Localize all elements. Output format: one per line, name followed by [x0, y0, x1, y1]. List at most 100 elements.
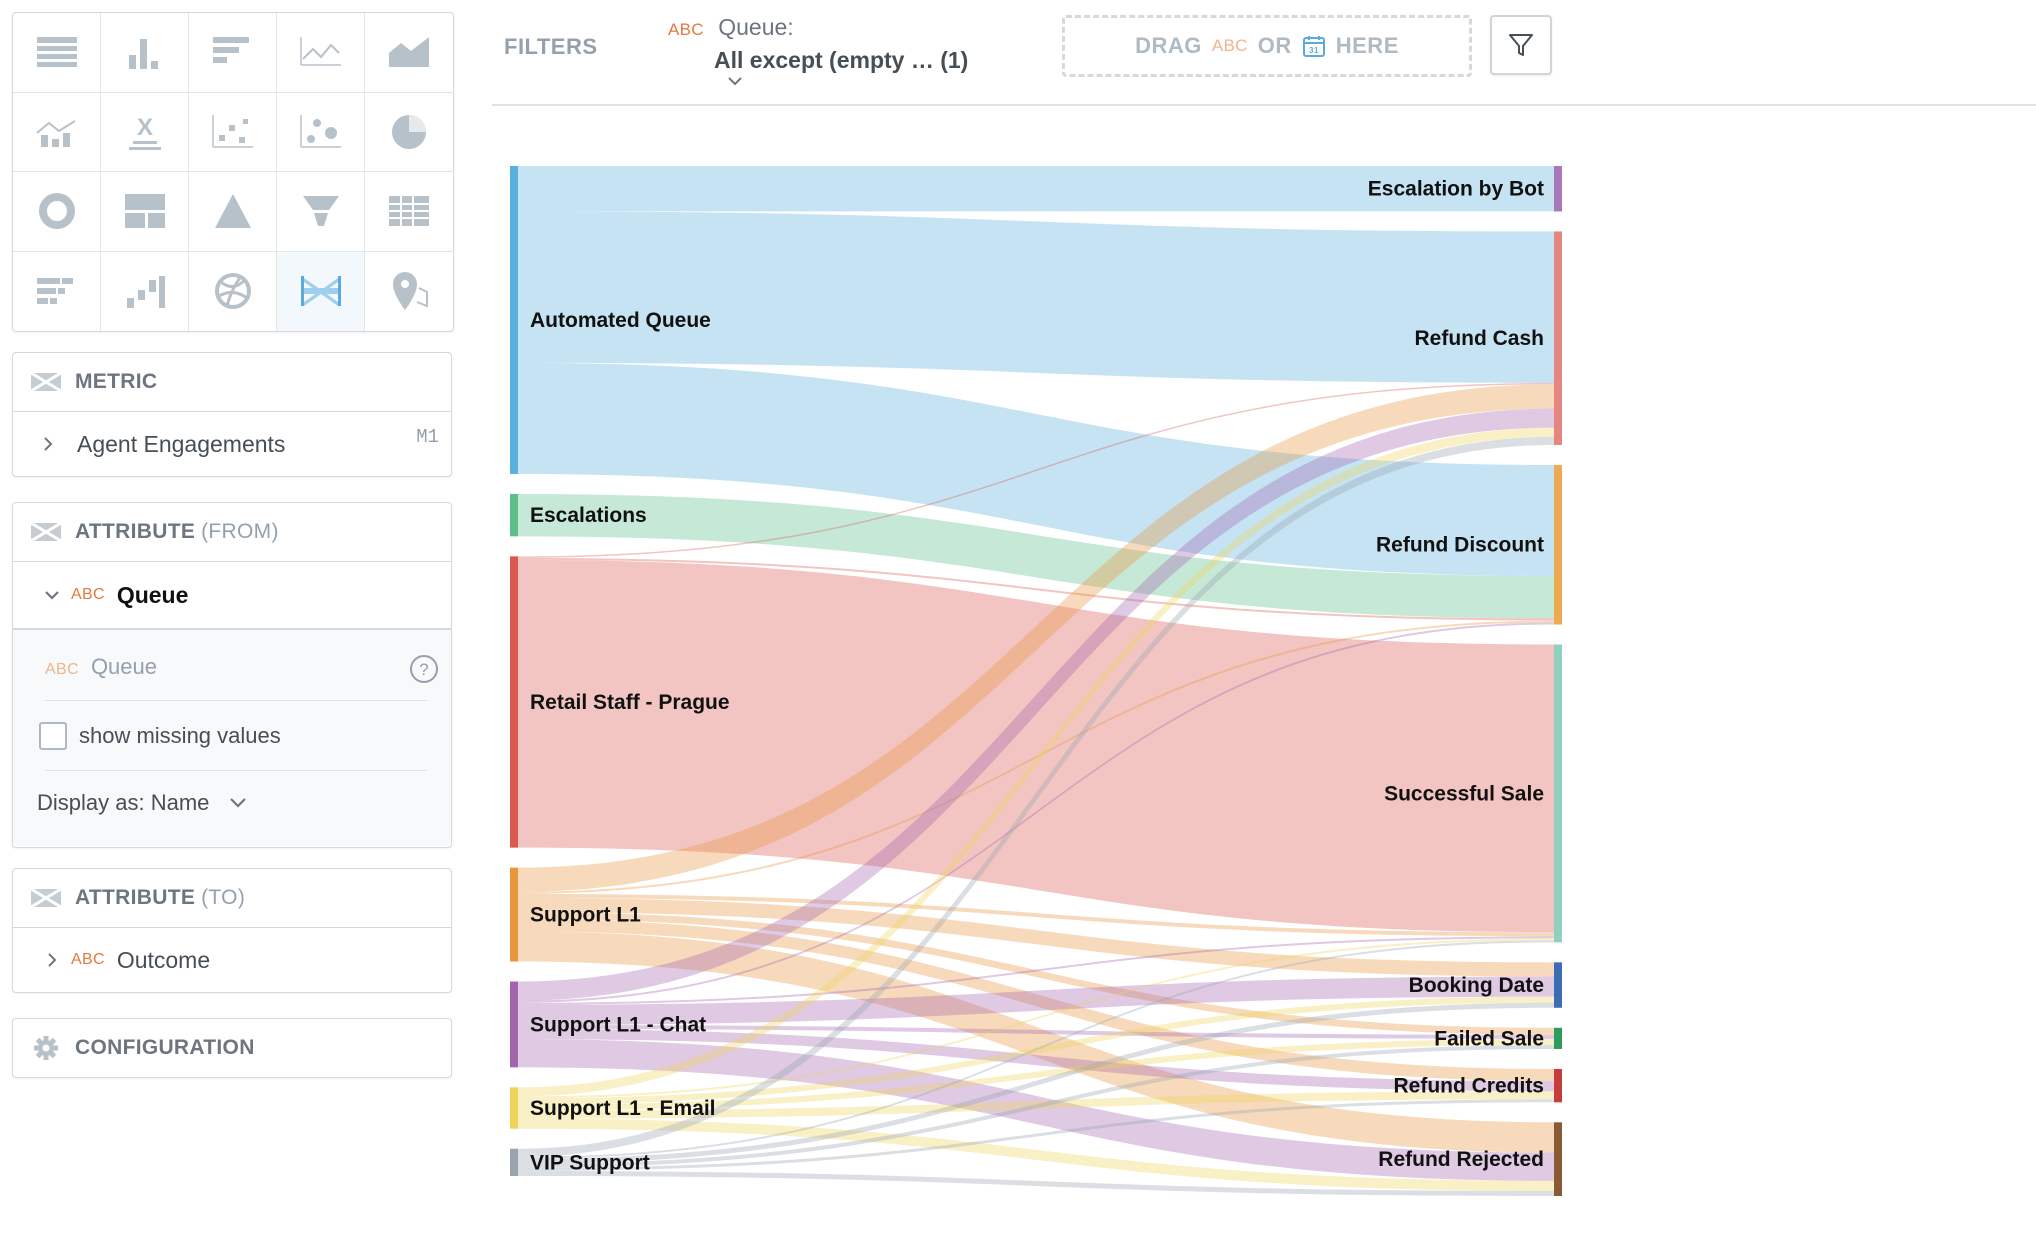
viz-type-dependency-wheel[interactable] — [189, 251, 277, 331]
sankey-link-retail-staff-prague-to-refund-cash[interactable] — [518, 382, 1554, 558]
sankey-link-support-l1-to-successful-sale[interactable] — [518, 893, 1554, 937]
sankey-link-vip-support-to-successful-sale[interactable] — [518, 940, 1554, 1159]
viz-type-treemap[interactable] — [101, 172, 189, 252]
viz-type-sankey-chart[interactable] — [277, 251, 365, 331]
sankey-link-vip-support-to-failed-sale[interactable] — [518, 1044, 1554, 1168]
display-as-dropdown[interactable]: Display as: Name — [37, 790, 249, 816]
attribute-to-section: ATTRIBUTE (TO) ABC Outcome — [12, 868, 452, 993]
sankey-link-support-l1-to-booking-date[interactable] — [518, 897, 1554, 977]
sankey-link-support-l1-chat-to-refund-discount[interactable] — [518, 622, 1554, 1003]
help-icon[interactable]: ? — [409, 654, 439, 684]
viz-type-heatmap[interactable] — [365, 172, 453, 252]
sankey-label-escalations: Escalations — [530, 504, 647, 527]
viz-type-pie-chart[interactable] — [365, 93, 453, 172]
sankey-link-support-l1-chat-to-refund-cash[interactable] — [518, 408, 1554, 1001]
viz-type-scatter-plot[interactable] — [189, 92, 277, 172]
sankey-link-support-l1-email-to-successful-sale[interactable] — [518, 938, 1554, 1099]
sankey-link-vip-support-to-refund-cash[interactable] — [518, 436, 1554, 1157]
attribute-to-header[interactable]: ATTRIBUTE (TO) — [13, 869, 451, 927]
viz-type-bubble-chart[interactable] — [277, 92, 365, 172]
viz-type-combo-chart[interactable] — [13, 92, 101, 172]
viz-type-bar-chart[interactable] — [189, 13, 277, 93]
viz-type-pyramid-chart[interactable] — [189, 172, 277, 252]
sankey-link-automated-queue-to-refund-cash[interactable] — [518, 211, 1554, 383]
sankey-label-refund-discount: Refund Discount — [1376, 534, 1544, 557]
attribute-section-icon — [30, 521, 62, 543]
sankey-node-vip-support[interactable] — [510, 1148, 518, 1176]
sankey-node-refund-credits[interactable] — [1554, 1068, 1562, 1103]
filter-drop-zone[interactable]: DRAG ABC OR 31 HERE — [1062, 15, 1472, 77]
sankey-link-support-l1-chat-to-booking-date[interactable] — [518, 976, 1554, 1025]
sankey-link-support-l1-email-to-refund-cash[interactable] — [518, 427, 1554, 1097]
viz-type-table[interactable] — [13, 13, 101, 93]
sankey-link-support-l1-email-to-refund-rejected[interactable] — [518, 1118, 1554, 1191]
drop-zone-here-text: HERE — [1335, 33, 1399, 58]
sankey-link-automated-queue-to-escalation-by-bot[interactable] — [518, 166, 1554, 212]
attribute-to-item-outcome[interactable]: ABC Outcome — [13, 927, 451, 992]
sankey-link-vip-support-to-refund-credits[interactable] — [518, 1099, 1554, 1171]
sankey-link-support-l1-to-refund-discount[interactable] — [518, 620, 1554, 894]
attribute-from-item-queue[interactable]: ABC Queue — [13, 561, 451, 630]
metric-title: METRIC — [75, 370, 158, 393]
sankey-labels: Automated Queue Escalations Retail Staff -… — [530, 178, 1544, 1175]
queue-filter-label[interactable]: ABC Queue: — [668, 14, 794, 41]
queue-filter-dropdown[interactable]: All except (empty … (1) — [714, 47, 968, 88]
sankey-link-support-l1-email-to-booking-date[interactable] — [518, 996, 1554, 1105]
viz-type-funnel-chart[interactable] — [277, 172, 365, 252]
sankey-link-support-l1-chat-to-refund-rejected[interactable] — [518, 1039, 1554, 1181]
show-missing-values-toggle[interactable]: show missing values — [39, 722, 281, 750]
sankey-link-support-l1-to-refund-cash[interactable] — [518, 384, 1554, 892]
sankey-link-support-l1-to-refund-rejected[interactable] — [518, 931, 1554, 1153]
sankey-link-vip-support-to-booking-date[interactable] — [518, 1002, 1554, 1164]
sankey-node-support-l1-chat[interactable] — [510, 981, 518, 1068]
viz-type-waterfall-chart[interactable] — [101, 251, 189, 331]
sankey-link-support-l1-chat-to-failed-sale[interactable] — [518, 1024, 1554, 1039]
scatter-plot-icon — [211, 114, 253, 148]
viz-type-geo-pushpin[interactable] — [365, 252, 453, 332]
sankey-node-refund-discount[interactable] — [1554, 464, 1562, 625]
sankey-link-automated-queue-to-refund-discount[interactable] — [518, 362, 1554, 577]
sankey-link-support-l1-to-failed-sale[interactable] — [518, 912, 1554, 1035]
configuration-header[interactable]: CONFIGURATION — [13, 1019, 451, 1077]
sankey-label-support-l1-email: Support L1 - Email — [530, 1097, 716, 1120]
sankey-node-retail-staff-prague[interactable] — [510, 556, 518, 848]
viz-type-bullet-chart[interactable] — [13, 251, 101, 331]
filter-button[interactable] — [1490, 15, 1552, 75]
sankey-node-refund-cash[interactable] — [1554, 231, 1562, 445]
sankey-link-escalations-to-refund-discount[interactable] — [518, 493, 1554, 619]
sankey-link-retail-staff-prague-to-refund-discount[interactable] — [518, 557, 1554, 621]
bullet-chart-icon — [36, 276, 73, 307]
viz-type-headline[interactable]: X — [101, 92, 189, 172]
metric-header[interactable]: METRIC — [13, 353, 451, 411]
sankey-node-booking-date[interactable] — [1554, 962, 1562, 1008]
abc-badge: ABC — [45, 661, 79, 678]
sankey-label-escalation-by-bot: Escalation by Bot — [1368, 178, 1544, 201]
headline-icon: X — [128, 114, 161, 150]
sankey-link-vip-support-to-refund-rejected[interactable] — [518, 1170, 1554, 1196]
sankey-node-escalation-by-bot[interactable] — [1554, 166, 1562, 212]
sankey-link-support-l1-chat-to-refund-credits[interactable] — [518, 1028, 1554, 1092]
metric-item-agent-engagements[interactable]: Agent Engagements M1 — [13, 411, 451, 476]
viz-type-area-chart[interactable] — [365, 13, 453, 93]
viz-type-column-chart[interactable] — [101, 13, 189, 93]
sankey-label-refund-rejected: Refund Rejected — [1378, 1148, 1544, 1171]
chevron-right-icon — [48, 953, 57, 967]
sankey-node-support-l1[interactable] — [510, 867, 518, 962]
sankey-node-refund-rejected[interactable] — [1554, 1122, 1562, 1196]
viz-type-donut-chart[interactable] — [13, 172, 101, 252]
sankey-node-escalations[interactable] — [510, 493, 518, 537]
sankey-link-support-l1-email-to-failed-sale[interactable] — [518, 1038, 1554, 1111]
sankey-node-automated-queue[interactable] — [510, 166, 518, 474]
show-missing-values-checkbox[interactable] — [39, 722, 67, 750]
attribute-config-field[interactable]: ABC Queue — [45, 654, 157, 680]
sankey-node-failed-sale[interactable] — [1554, 1027, 1562, 1049]
sankey-node-support-l1-email[interactable] — [510, 1087, 518, 1129]
abc-badge: ABC — [668, 20, 704, 39]
attribute-from-header[interactable]: ATTRIBUTE (FROM) — [13, 503, 451, 561]
sankey-link-support-l1-to-refund-credits[interactable] — [518, 919, 1554, 1082]
sankey-link-support-l1-chat-to-successful-sale[interactable] — [518, 936, 1554, 1005]
sankey-link-support-l1-email-to-refund-credits[interactable] — [518, 1091, 1554, 1119]
sankey-node-successful-sale[interactable] — [1554, 644, 1562, 943]
sankey-link-retail-staff-prague-to-successful-sale[interactable] — [518, 559, 1554, 933]
viz-type-line-chart[interactable] — [277, 13, 365, 93]
